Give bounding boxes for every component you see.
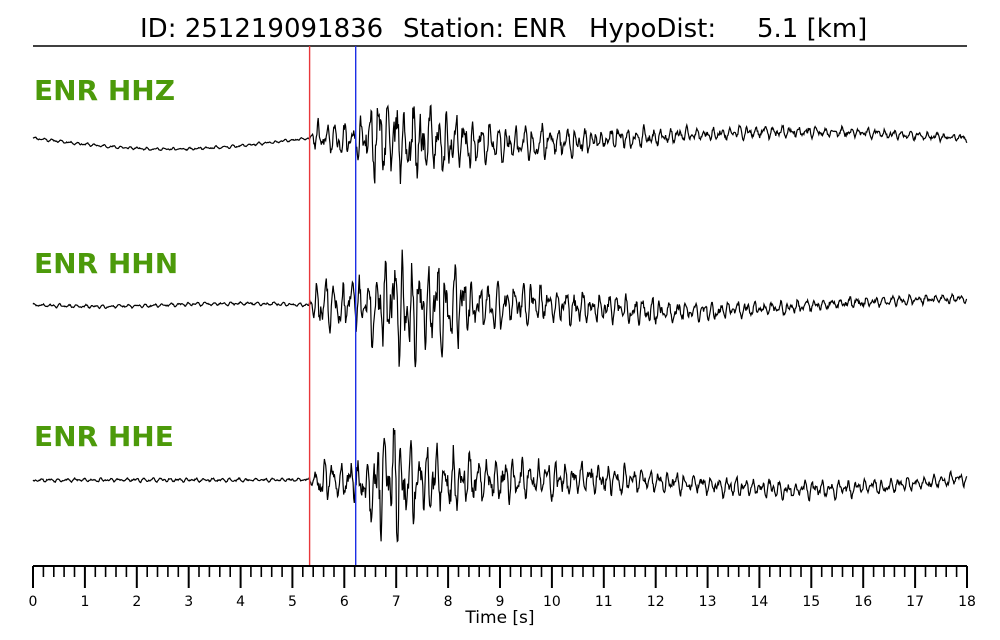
title-hypodist-label: HypoDist: — [589, 14, 716, 44]
tick-label: 12 — [647, 594, 665, 610]
tick-label: 16 — [854, 594, 872, 610]
tick-label: 15 — [802, 594, 820, 610]
trace-label-hhz: ENR HHZ — [34, 74, 175, 107]
tick-label: 10 — [543, 594, 561, 610]
title-hypodist-value: 5.1 [km] — [757, 14, 867, 44]
tick-label: 7 — [392, 594, 401, 610]
trace-label-hhe: ENR HHE — [34, 420, 174, 453]
trace-hhz — [32, 104, 968, 185]
trace-hhn — [32, 249, 968, 368]
title-station: Station: ENR — [403, 14, 566, 44]
tick-label: 1 — [80, 594, 89, 610]
trace-hhe — [32, 428, 968, 543]
tick-label: 18 — [958, 594, 976, 610]
time-axis-ticks — [32, 566, 968, 588]
chart-title: ID: 251219091836 Station: ENR HypoDist: … — [140, 14, 867, 44]
tick-label: 17 — [906, 594, 924, 610]
tick-label: 4 — [236, 594, 245, 610]
tick-label: 2 — [132, 594, 141, 610]
title-id: ID: 251219091836 — [140, 14, 383, 44]
tick-label: 14 — [750, 594, 768, 610]
tick-label: 13 — [699, 594, 717, 610]
tick-label: 3 — [184, 594, 193, 610]
tick-label: 8 — [444, 594, 453, 610]
tick-label: 11 — [595, 594, 613, 610]
tick-label: 5 — [288, 594, 297, 610]
trace-label-hhn: ENR HHN — [34, 247, 178, 280]
tick-label: 6 — [340, 594, 349, 610]
x-axis-label: Time [s] — [464, 608, 534, 628]
tick-label: 0 — [29, 594, 38, 610]
tick-label: 9 — [496, 594, 505, 610]
time-axis-tick-labels: 0 1 2 3 4 5 6 7 8 9 10 11 12 13 14 15 16 17 18 — [29, 594, 976, 610]
